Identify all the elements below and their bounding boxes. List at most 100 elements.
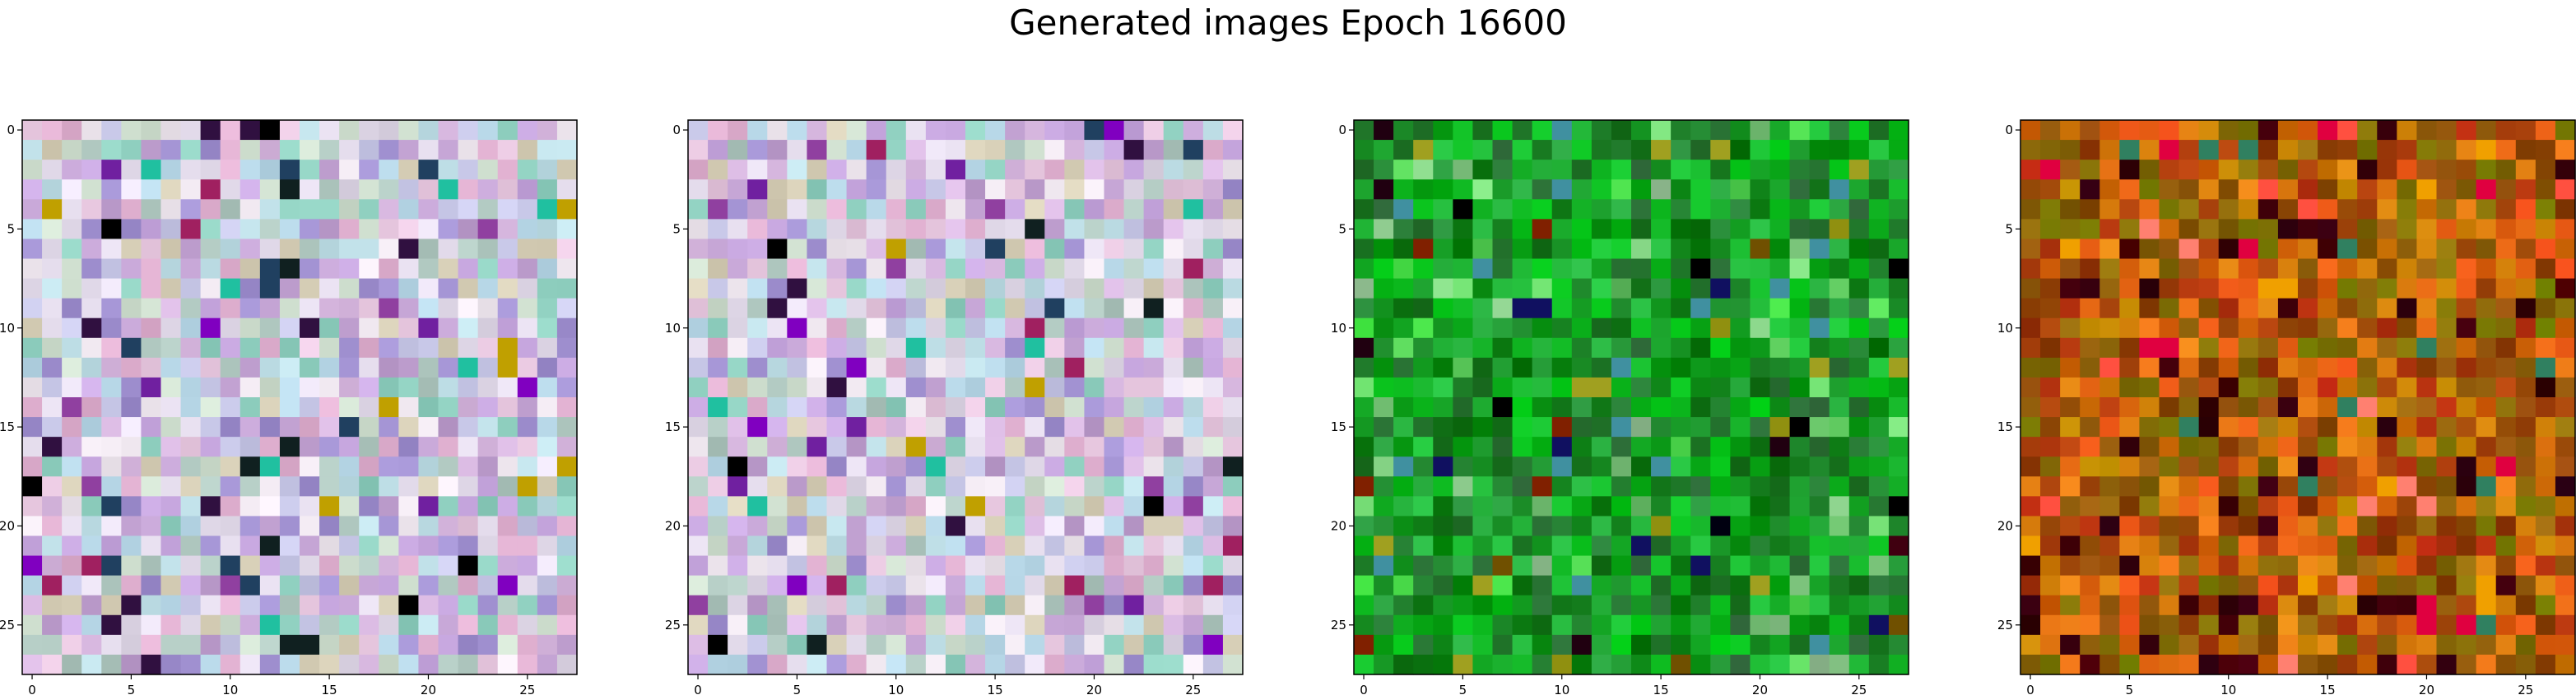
pixel-cell: [2298, 258, 2318, 280]
pixel-cell: [1064, 437, 1086, 457]
pixel-cell: [141, 199, 162, 220]
pixel-cell: [2397, 595, 2418, 616]
pixel-cell: [1374, 377, 1394, 398]
pixel-cell: [2476, 595, 2497, 616]
pixel-cell: [2515, 654, 2536, 675]
pixel-cell: [359, 357, 379, 378]
pixel-cell: [339, 239, 360, 260]
pixel-cell: [62, 160, 82, 180]
pixel-cell: [965, 476, 986, 497]
pixel-cell: [1025, 258, 1045, 280]
pixel-cell: [708, 397, 728, 418]
pixel-cell: [2318, 317, 2338, 339]
pixel-cell: [438, 160, 459, 180]
pixel-cell: [866, 160, 887, 180]
pixel-cell: [438, 516, 459, 537]
pixel-cell: [359, 496, 379, 517]
pixel-cell: [1611, 357, 1632, 378]
pixel-cell: [2416, 456, 2438, 477]
pixel-cell: [2515, 377, 2536, 398]
y-tick-label: 25: [0, 618, 15, 632]
pixel-cell: [62, 278, 82, 299]
pixel-cell: [1829, 575, 1850, 596]
pixel-cell: [945, 278, 966, 299]
pixel-cell: [319, 417, 340, 438]
pixel-cell: [101, 575, 122, 596]
pixel-cell: [1769, 654, 1791, 675]
pixel-cell: [2159, 199, 2180, 220]
pixel-cell: [2257, 377, 2279, 398]
pixel-cell: [259, 298, 281, 319]
pixel-cell: [2337, 219, 2358, 240]
pixel-cell: [1631, 437, 1652, 457]
pixel-cell: [1123, 199, 1145, 220]
pixel-cell: [497, 239, 518, 260]
pixel-cell: [398, 417, 420, 438]
pixel-cell: [767, 614, 788, 636]
pixel-cell: [2555, 437, 2576, 457]
pixel-cell: [1848, 516, 1870, 537]
pixel-cell: [497, 476, 518, 497]
pixel-cell: [1433, 535, 1453, 557]
pixel-cell: [2198, 654, 2220, 675]
pixel-cell: [141, 496, 162, 517]
pixel-cell: [497, 516, 518, 537]
pixel-cell: [787, 140, 808, 160]
pixel-cell: [2040, 278, 2061, 299]
pixel-cell: [62, 120, 82, 141]
pixel-cell: [1183, 160, 1204, 180]
pixel-cell: [708, 298, 728, 319]
pixel-cell: [866, 120, 887, 141]
pixel-cell: [220, 120, 241, 141]
pixel-cell: [2020, 239, 2041, 260]
pixel-cell: [1064, 160, 1086, 180]
pixel-cell: [1354, 239, 1374, 260]
pixel-cell: [477, 535, 499, 557]
pixel-cell: [1532, 219, 1553, 240]
pixel-cell: [62, 397, 82, 418]
pixel-cell: [81, 179, 102, 200]
pixel-cell: [2277, 456, 2299, 477]
pixel-cell: [1005, 160, 1025, 180]
pixel-cell: [2456, 456, 2477, 477]
pixel-cell: [1492, 258, 1514, 280]
pixel-cell: [2436, 456, 2457, 477]
pixel-cell: [160, 219, 182, 240]
pixel-cell: [497, 437, 518, 457]
pixel-cell: [1750, 575, 1771, 596]
pixel-cell: [2397, 219, 2418, 240]
pixel-cell: [319, 535, 340, 557]
pixel-cell: [985, 614, 1006, 636]
pixel-cell: [1433, 614, 1453, 636]
pixel-cell: [2040, 555, 2061, 577]
pixel-cell: [1591, 278, 1612, 299]
pixel-cell: [1789, 239, 1811, 260]
pixel-cell: [1710, 199, 1731, 220]
pixel-cell: [1433, 417, 1453, 438]
pixel-cell: [1769, 575, 1791, 596]
pixel-cell: [2337, 575, 2358, 596]
pixel-cell: [438, 199, 459, 220]
pixel-cell: [239, 654, 261, 675]
pixel-cell: [1571, 595, 1593, 616]
pixel-cell: [1829, 654, 1850, 675]
pixel-cell: [121, 437, 142, 457]
pixel-cell: [2318, 377, 2338, 398]
pixel-cell: [438, 357, 459, 378]
pixel-cell: [81, 417, 102, 438]
pixel-cell: [2397, 397, 2418, 418]
pixel-cell: [200, 120, 221, 141]
pixel-cell: [2119, 160, 2141, 180]
pixel-cell: [1064, 120, 1086, 141]
pixel-cell: [1064, 397, 1086, 418]
pixel-cell: [42, 317, 63, 339]
pixel-cell: [1571, 614, 1593, 636]
pixel-cell: [1354, 337, 1374, 359]
pixel-cell: [1730, 298, 1751, 319]
pixel-cell: [2139, 595, 2160, 616]
pixel-cell: [2178, 595, 2200, 616]
pixel-cell: [2495, 120, 2517, 141]
pixel-cell: [1651, 417, 1672, 438]
pixel-cell: [1710, 634, 1731, 656]
pixel-cell: [728, 456, 748, 477]
